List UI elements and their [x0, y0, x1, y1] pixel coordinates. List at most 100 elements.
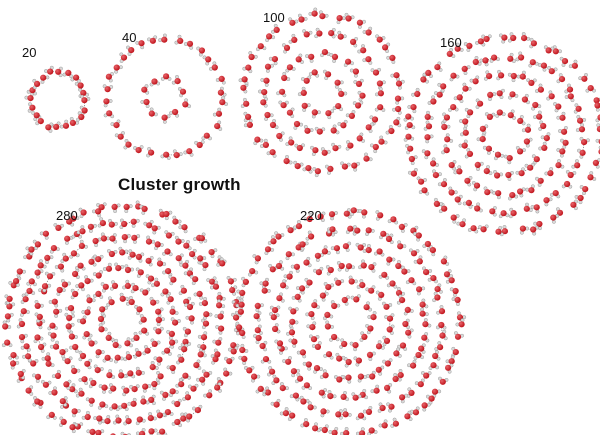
water-molecule [55, 66, 63, 78]
water-molecule [138, 314, 147, 325]
water-molecule [203, 389, 213, 399]
oxygen-atom [506, 155, 513, 162]
oxygen-atom [286, 109, 293, 116]
oxygen-atom [316, 128, 323, 135]
water-molecule [366, 351, 376, 361]
water-molecule [393, 116, 402, 128]
water-molecule [422, 318, 432, 328]
water-molecule [378, 271, 390, 280]
water-molecule [515, 51, 525, 62]
oxygen-atom [352, 68, 359, 75]
oxygen-atom [392, 375, 399, 383]
water-molecule [166, 329, 175, 340]
water-molecule [274, 231, 285, 240]
oxygen-atom [165, 232, 172, 239]
water-molecule [445, 363, 454, 374]
water-molecule [253, 334, 262, 344]
oxygen-atom [321, 426, 328, 434]
water-molecule [54, 263, 65, 273]
cluster-280 [1, 200, 245, 435]
water-molecule [538, 141, 548, 151]
oxygen-atom [365, 247, 372, 254]
oxygen-atom [351, 162, 358, 169]
oxygen-atom [338, 90, 345, 97]
water-molecule [87, 337, 98, 347]
oxygen-atom [541, 144, 548, 151]
water-molecule [507, 192, 519, 201]
water-molecule [303, 212, 313, 223]
oxygen-atom [301, 102, 308, 109]
water-molecule [196, 376, 206, 386]
oxygen-atom [564, 180, 571, 188]
oxygen-atom [462, 118, 469, 125]
oxygen-atom [384, 360, 391, 367]
oxygen-atom [149, 364, 156, 371]
water-molecule [182, 326, 191, 338]
water-molecule [10, 360, 20, 370]
oxygen-atom [406, 122, 413, 129]
oxygen-atom [147, 415, 154, 422]
water-molecule [330, 124, 340, 135]
water-molecule [442, 112, 450, 123]
water-molecule [16, 268, 26, 278]
oxygen-atom [479, 136, 486, 143]
oxygen-atom [59, 349, 66, 356]
water-molecule [124, 264, 135, 274]
water-molecule [341, 295, 350, 306]
oxygen-atom [537, 86, 545, 93]
water-molecule [161, 114, 171, 124]
water-molecule [382, 42, 391, 53]
water-molecule [303, 125, 314, 134]
water-molecule [160, 73, 172, 81]
oxygen-atom [253, 313, 260, 320]
cluster-label-40: 40 [122, 30, 137, 45]
water-molecule [496, 88, 505, 100]
oxygen-atom [157, 373, 164, 380]
oxygen-atom [189, 251, 196, 258]
oxygen-atom [352, 394, 359, 401]
oxygen-atom [289, 318, 296, 325]
oxygen-atom [593, 97, 600, 104]
oxygen-atom [378, 138, 385, 145]
water-molecule [269, 305, 281, 314]
water-molecule [130, 331, 140, 342]
water-molecule [149, 296, 160, 306]
oxygen-atom [47, 68, 54, 75]
water-molecule [60, 252, 69, 263]
oxygen-atom [281, 74, 288, 82]
water-molecule [403, 113, 414, 122]
water-molecule [556, 73, 566, 84]
hydrogen-bond [175, 221, 185, 228]
water-molecule [193, 359, 202, 370]
water-molecule [366, 370, 376, 380]
oxygen-atom [383, 337, 391, 344]
water-molecule [20, 293, 29, 304]
water-molecule [34, 299, 44, 309]
oxygen-atom [350, 38, 357, 46]
water-molecule [123, 351, 132, 362]
water-molecule [328, 426, 339, 435]
water-molecule [421, 149, 431, 160]
water-molecule [26, 278, 37, 287]
oxygen-atom [170, 276, 177, 283]
water-molecule [184, 301, 195, 311]
oxygen-atom [182, 262, 189, 269]
water-molecule [18, 333, 28, 344]
oxygen-atom [318, 389, 325, 396]
oxygen-atom [101, 384, 108, 391]
water-molecule [182, 391, 191, 401]
water-molecule [332, 103, 343, 112]
oxygen-atom [70, 215, 77, 222]
water-molecule [276, 131, 285, 142]
water-molecule [64, 312, 75, 321]
water-molecule [48, 298, 59, 308]
cluster-label-100: 100 [263, 10, 285, 25]
water-molecule [384, 313, 395, 322]
water-molecule [40, 74, 50, 84]
oxygen-atom [212, 356, 219, 363]
oxygen-atom [365, 124, 372, 131]
oxygen-atom [55, 68, 62, 75]
water-molecule [288, 306, 299, 315]
hydrogen-bonds [331, 32, 400, 94]
oxygen-atom [54, 372, 62, 379]
